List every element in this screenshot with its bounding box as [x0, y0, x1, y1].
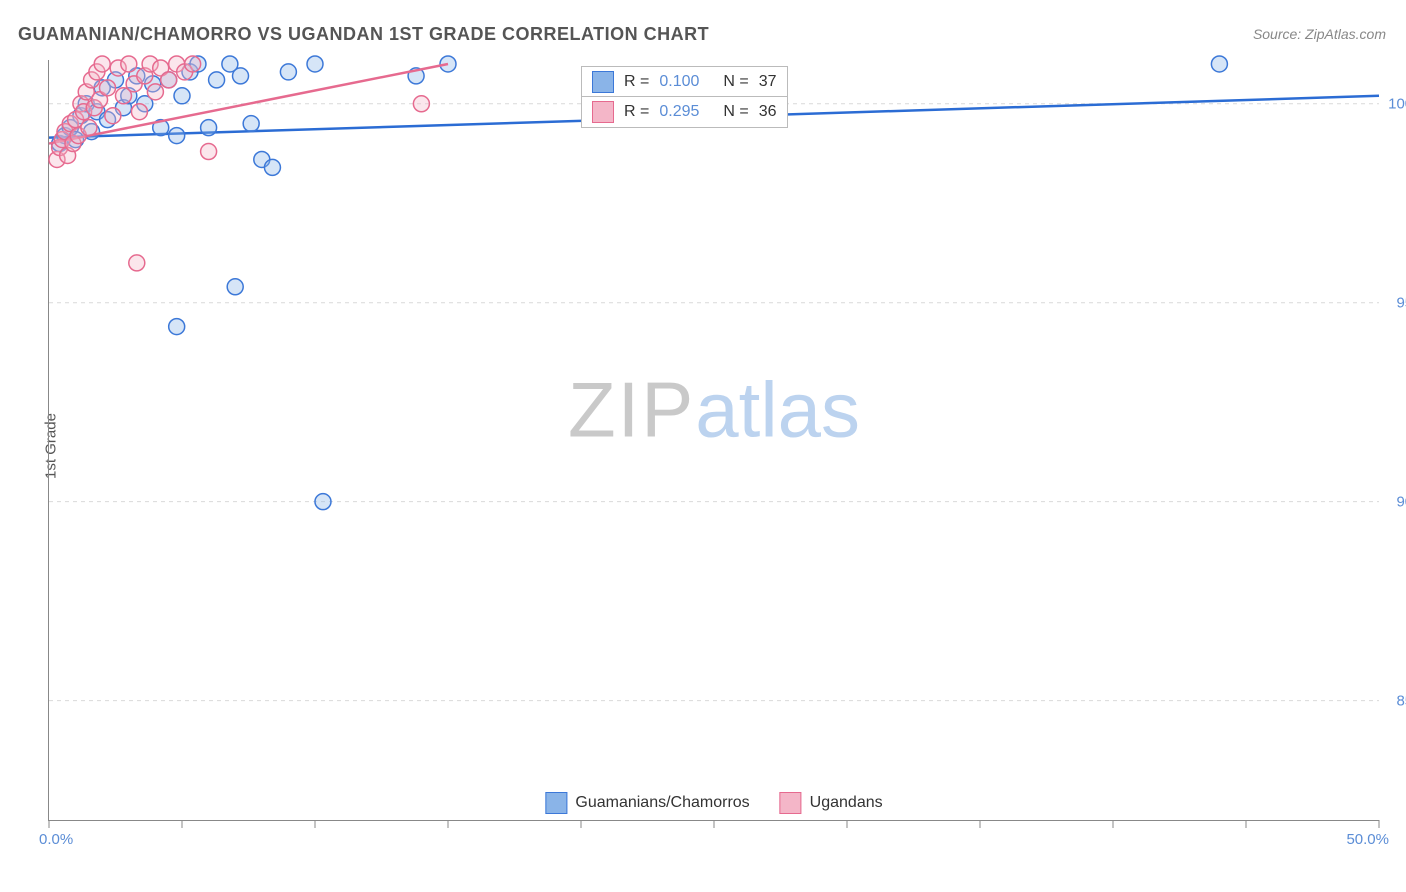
- plot-svg: [49, 60, 1379, 820]
- legend-swatch-guamanians: [545, 792, 567, 814]
- stat-n-label: N =: [723, 73, 748, 91]
- y-tick-label: 85.0%: [1396, 692, 1406, 709]
- legend: Guamanians/Chamorros Ugandans: [539, 790, 888, 816]
- stat-n-value: 37: [759, 73, 777, 91]
- legend-label: Ugandans: [810, 794, 883, 812]
- legend-swatch-ugandans: [780, 792, 802, 814]
- legend-item-guamanians: Guamanians/Chamorros: [545, 792, 749, 814]
- stat-r-value: 0.295: [659, 103, 699, 121]
- stat-n-value: 36: [759, 103, 777, 121]
- y-tick-label: 95.0%: [1396, 294, 1406, 311]
- chart-container: GUAMANIAN/CHAMORRO VS UGANDAN 1ST GRADE …: [0, 0, 1406, 892]
- stat-n-label: N =: [723, 103, 748, 121]
- stat-box-ugandans: R = 0.295 N = 36: [581, 96, 788, 128]
- stat-r-label: R =: [624, 73, 649, 91]
- stat-r-value: 0.100: [659, 73, 699, 91]
- stat-box-guamanians: R = 0.100 N = 37: [581, 66, 788, 98]
- swatch-guamanians: [592, 71, 614, 93]
- y-tick-label: 90.0%: [1396, 493, 1406, 510]
- y-tick-label: 100.0%: [1388, 95, 1406, 112]
- legend-label: Guamanians/Chamorros: [575, 794, 749, 812]
- x-left-label: 0.0%: [39, 831, 73, 848]
- stat-r-label: R =: [624, 103, 649, 121]
- swatch-ugandans: [592, 101, 614, 123]
- plot-area: ZIPatlas 100.0%95.0%90.0%85.0% 0.0% 50.0…: [48, 60, 1379, 821]
- chart-title: GUAMANIAN/CHAMORRO VS UGANDAN 1ST GRADE …: [18, 24, 709, 45]
- source-label: Source: ZipAtlas.com: [1253, 26, 1386, 42]
- legend-item-ugandans: Ugandans: [780, 792, 883, 814]
- x-right-label: 50.0%: [1346, 831, 1389, 848]
